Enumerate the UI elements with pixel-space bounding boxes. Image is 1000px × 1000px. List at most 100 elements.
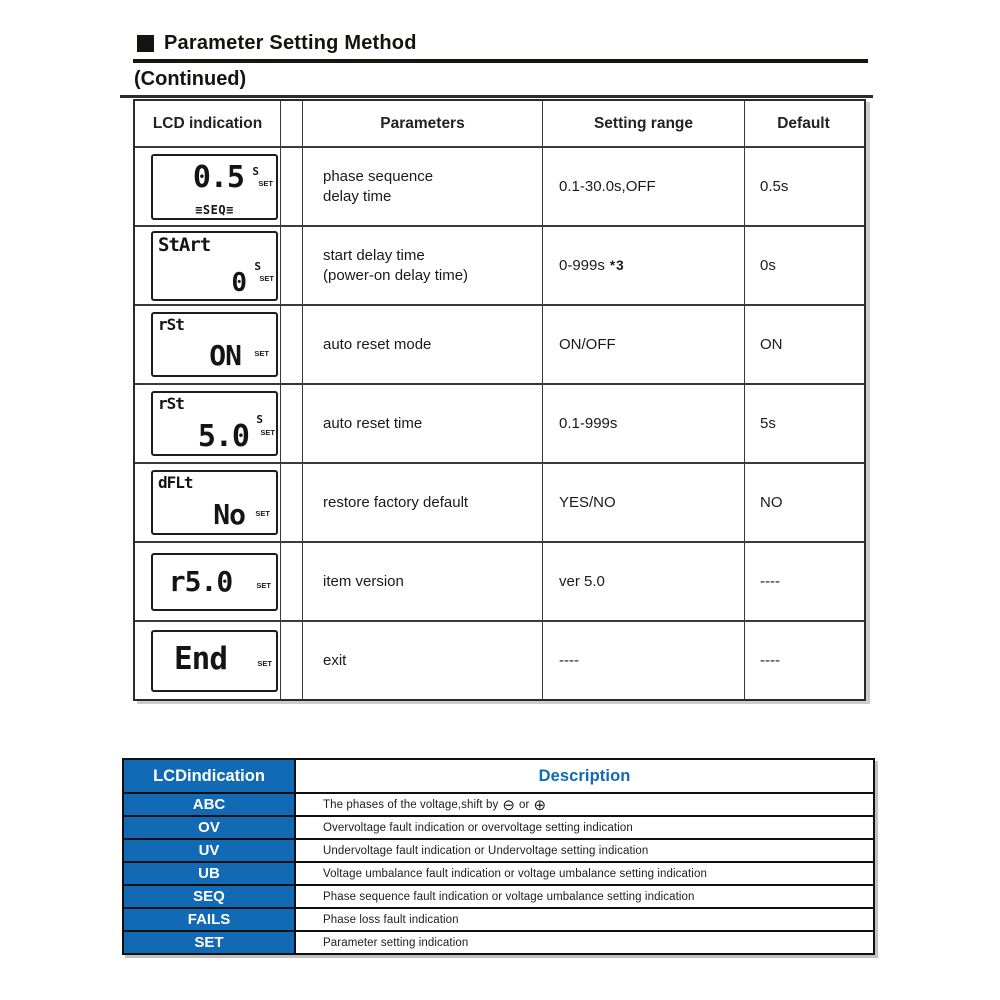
lcd-cell: dFLt No SET <box>135 464 280 541</box>
parameter-line: restore factory default <box>323 493 469 511</box>
legend-header-lcd-indication: LCDindication <box>124 760 294 792</box>
lcd-set-label: SET <box>254 349 269 358</box>
legend-label: UB <box>124 863 294 884</box>
parameter-line: start delay time <box>323 246 425 264</box>
lcd-display-phase-sequence-delay: 0.5 S SET ≡SEQ≡ <box>151 153 278 220</box>
lcd-display-start-delay: StArt 0 S SET <box>151 230 278 301</box>
parameter-cell: exit <box>302 622 542 699</box>
setting-range-value: ---- <box>559 652 579 669</box>
lcd-cell: rSt 5.0 S SET <box>135 385 280 462</box>
lcd-top-label: rSt <box>158 315 185 334</box>
lcd-main-value: ON <box>209 339 242 372</box>
lcd-display-item-version: r5.0 SET <box>151 552 278 611</box>
legend-row-abc: ABC The phases of the voltage,shift by ⊖… <box>124 792 873 815</box>
legend-label: UV <box>124 840 294 861</box>
parameter-line: exit <box>323 651 347 669</box>
lcd-display-auto-reset-mode: rSt ON SET <box>151 312 278 377</box>
setting-range-cell: 0.1-999s <box>542 385 744 462</box>
setting-range-cell: 0.1-30.0s,OFF <box>542 148 744 225</box>
lcd-set-label: SET <box>257 658 272 668</box>
table-row: End SET exit ---- ---- <box>135 620 864 699</box>
legend-row-uv: UV Undervoltage fault indication or Unde… <box>124 838 873 861</box>
lcd-unit-label: S <box>252 164 259 178</box>
legend-description: Voltage umbalance fault indication or vo… <box>294 863 873 884</box>
table-row: rSt ON SET auto reset mode ON/OFF ON <box>135 304 864 383</box>
lcd-main-value: 0 <box>231 267 247 298</box>
parameter-cell: auto reset mode <box>302 306 542 383</box>
parameter-cell: auto reset time <box>302 385 542 462</box>
table-row: r5.0 SET item version ver 5.0 ---- <box>135 541 864 620</box>
legend-description: Overvoltage fault indication or overvolt… <box>294 817 873 838</box>
parameter-cell: start delay time (power-on delay time) <box>302 227 542 304</box>
legend-label: FAILS <box>124 909 294 930</box>
default-cell: ON <box>744 306 862 383</box>
legend-label: OV <box>124 817 294 838</box>
setting-range-footnote: *3 <box>609 258 625 273</box>
lcd-top-label: dFLt <box>158 473 194 492</box>
parameter-table-header: LCD indication Parameters Setting range … <box>135 101 864 146</box>
parameter-line: delay time <box>323 187 392 205</box>
default-cell: 5s <box>744 385 862 462</box>
gap-cell <box>280 622 302 699</box>
lcd-set-label: SET <box>259 273 274 283</box>
table-top-rule <box>120 95 873 98</box>
plus-circle-icon: ⊕ <box>533 796 547 814</box>
lcd-set-label: SET <box>258 178 273 188</box>
parameter-line: auto reset time <box>323 414 423 432</box>
legend-description: The phases of the voltage,shift by ⊖ or … <box>294 794 873 815</box>
lcd-unit-label: S <box>256 413 263 426</box>
setting-range-cell: ver 5.0 <box>542 543 744 620</box>
parameter-table: LCD indication Parameters Setting range … <box>133 99 866 701</box>
legend-label: SET <box>124 932 294 953</box>
lcd-top-label: rSt <box>158 394 185 413</box>
setting-range-cell: 0-999s *3 <box>542 227 744 304</box>
parameter-line: auto reset mode <box>323 335 432 353</box>
setting-range-value: 0.1-999s <box>559 415 618 432</box>
lcd-cell: 0.5 S SET ≡SEQ≡ <box>135 148 280 225</box>
legend-row-set: SET Parameter setting indication <box>124 930 873 953</box>
default-cell: ---- <box>744 543 862 620</box>
parameter-cell: phase sequence delay time <box>302 148 542 225</box>
lcd-display-auto-reset-time: rSt 5.0 S SET <box>151 391 278 456</box>
setting-range-value: ver 5.0 <box>559 573 605 590</box>
setting-range-cell: ---- <box>542 622 744 699</box>
lcd-seq-indicator: ≡SEQ≡ <box>195 202 234 217</box>
lcd-set-label: SET <box>255 509 270 518</box>
gap-cell <box>280 227 302 304</box>
title-underline <box>133 59 868 63</box>
lcd-legend-table: LCDindication Description ABC The phases… <box>122 758 875 955</box>
lcd-cell: StArt 0 S SET <box>135 227 280 304</box>
lcd-set-label: SET <box>256 580 271 590</box>
gap-cell <box>280 464 302 541</box>
col-header-default: Default <box>744 101 862 146</box>
legend-header-description: Description <box>294 760 873 792</box>
legend-description: Undervoltage fault indication or Undervo… <box>294 840 873 861</box>
legend-row-ub: UB Voltage umbalance fault indication or… <box>124 861 873 884</box>
legend-label: SEQ <box>124 886 294 907</box>
table-row: dFLt No SET restore factory default YES/… <box>135 462 864 541</box>
minus-circle-icon: ⊖ <box>502 796 516 814</box>
legend-header-row: LCDindication Description <box>124 760 873 792</box>
default-cell: 0s <box>744 227 862 304</box>
setting-range-value: ON/OFF <box>559 336 616 353</box>
parameter-line: item version <box>323 572 404 590</box>
lcd-cell: End SET <box>135 622 280 699</box>
parameter-cell: item version <box>302 543 542 620</box>
lcd-main-value: No <box>213 498 246 531</box>
legend-description: Parameter setting indication <box>294 932 873 953</box>
lcd-unit-label: S <box>254 259 261 273</box>
gap-cell <box>280 306 302 383</box>
lcd-main-value: r5.0 <box>168 564 233 598</box>
lcd-main-value: 5.0 <box>197 419 250 454</box>
gap-cell <box>280 543 302 620</box>
parameter-line: phase sequence <box>323 167 434 185</box>
setting-range-value: 0-999s <box>559 257 605 274</box>
setting-range-value: YES/NO <box>559 494 616 511</box>
default-cell: NO <box>744 464 862 541</box>
lcd-display-restore-default: dFLt No SET <box>151 470 278 535</box>
default-cell: ---- <box>744 622 862 699</box>
parameter-cell: restore factory default <box>302 464 542 541</box>
legend-row-fails: FAILS Phase loss fault indication <box>124 907 873 930</box>
legend-description: Phase loss fault indication <box>294 909 873 930</box>
